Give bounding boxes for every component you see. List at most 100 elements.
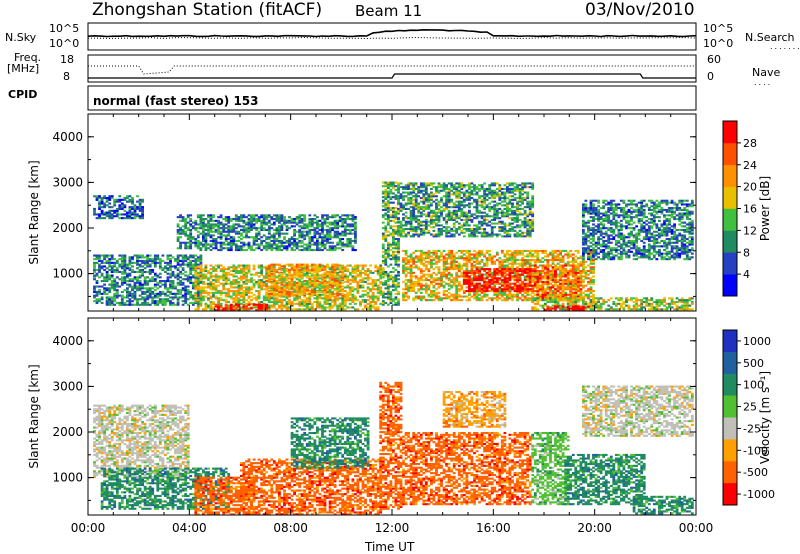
velocity-region-10 (582, 385, 694, 437)
power-region-1 (93, 195, 144, 220)
velocity-colorbar-swatch-1 (723, 351, 737, 375)
velocity-colorbar-tick-1: 500 (743, 357, 764, 370)
velocity-region-4 (290, 417, 370, 469)
velocity-colorbar-tick-7: -1000 (743, 488, 775, 501)
velocity-panel: 1000 2000 3000 4000 Slant Range [km] (27, 317, 697, 516)
x-tick-1: 04:00 (172, 521, 207, 535)
axes: 00:00 04:00 08:00 12:00 16:00 20:00 00:00 (71, 521, 714, 535)
power-region-3 (194, 264, 383, 311)
nave-dots: .... (754, 78, 773, 87)
velocity-region-5 (379, 381, 403, 510)
power-y-tick-1: 2000 (52, 221, 83, 235)
velocity-region-11 (632, 495, 694, 515)
power-region-13 (544, 305, 590, 312)
power-colorbar-tick-2: 12 (743, 224, 757, 237)
velocity-region-6 (402, 432, 532, 506)
velocity-colorbar-label: Velocity [m s⁻¹] (758, 371, 772, 464)
velocity-colorbar-swatch-4 (723, 417, 737, 440)
noise-tick-top: 10^5 (49, 22, 80, 35)
cpid-label: CPID (8, 88, 38, 101)
velocity-colorbar-swatch-0 (723, 330, 737, 353)
velocity-colorbar-swatch-5 (723, 439, 737, 462)
power-colorbar-swatch-2 (723, 230, 737, 253)
cpid-panel (87, 85, 697, 111)
nave-line (88, 65, 696, 75)
freq-tick-top: 18 (60, 53, 74, 66)
velocity-colorbar-tick-5: -100 (743, 444, 768, 457)
nsearch-dots: ......... (770, 42, 800, 51)
power-colorbar-swatch-7 (723, 121, 737, 144)
velocity-colorbar-swatch-2 (723, 373, 737, 396)
velocity-colorbar-tick-3: 25 (743, 401, 757, 414)
power-y-label: Slant Range [km] (27, 160, 41, 264)
noise-tick-bottom: 10^0 (49, 37, 80, 50)
power-colorbar-swatch-3 (723, 208, 737, 231)
power-colorbar-tick-3: 16 (743, 203, 757, 216)
date-label: 03/Nov/2010 (585, 0, 695, 20)
power-region-5 (265, 263, 345, 297)
freq-label: Freq. (14, 51, 42, 64)
velocity-region-3 (240, 458, 383, 516)
power-data (93, 181, 694, 312)
velocity-y-label: Slant Range [km] (27, 364, 41, 468)
velocity-region-0 (93, 404, 190, 478)
power-y-tick-2: 3000 (52, 175, 83, 189)
velocity-data (93, 381, 694, 516)
velocity-y-tick-0: 1000 (52, 471, 83, 485)
power-colorbar-tick-5: 24 (743, 159, 757, 172)
power-y-tick-3: 4000 (52, 130, 83, 144)
freq-tick-bottom: 8 (63, 70, 70, 83)
velocity-region-7 (442, 391, 507, 428)
velocity-colorbar-tick-2: 100 (743, 379, 764, 392)
noise-search-line (87, 36, 697, 40)
freq-line (88, 73, 696, 79)
x-tick-6: 00:00 (679, 521, 714, 535)
power-region-7 (397, 182, 535, 238)
noise-panel (87, 22, 697, 51)
power-colorbar-tick-0: 4 (743, 268, 750, 281)
nave-tick-top: 60 (707, 53, 721, 66)
x-tick-2: 08:00 (273, 521, 308, 535)
velocity-colorbar-swatch-6 (723, 461, 737, 484)
power-colorbar-swatch-1 (723, 252, 737, 275)
velocity-region-1 (100, 467, 231, 510)
velocity-colorbar-tick-6: -500 (743, 466, 768, 479)
nsky-label: N.Sky (5, 31, 37, 44)
station-title: Zhongshan Station (fitACF) (92, 0, 323, 20)
freq-panel (87, 54, 697, 83)
x-tick-0: 00:00 (71, 521, 106, 535)
mode-text: normal (fast stereo) 153 (93, 94, 259, 108)
power-colorbar-swatch-5 (723, 164, 737, 187)
x-tick-5: 20:00 (577, 521, 612, 535)
nave-label: Nave (752, 66, 781, 79)
velocity-colorbar-tick-0: 1000 (743, 335, 771, 348)
velocity-y-tick-2: 3000 (52, 379, 83, 393)
power-panel: 1000 2000 3000 4000 Slant Range [km] (27, 113, 697, 312)
power-colorbar-swatch-4 (723, 186, 737, 209)
power-colorbar-tick-6: 28 (743, 137, 757, 150)
power-colorbar-swatch-0 (723, 274, 737, 297)
power-y-tick-0: 1000 (52, 267, 83, 281)
power-colorbar-label: Power [dB] (758, 176, 772, 241)
velocity-colorbar-swatch-7 (723, 483, 737, 506)
x-tick-4: 16:00 (476, 521, 511, 535)
x-tick-3: 12:00 (375, 521, 410, 535)
noise-tick-top-right: 10^5 (703, 22, 734, 35)
velocity-colorbar-swatch-3 (723, 395, 737, 418)
freq-unit-label: [MHz] (7, 62, 40, 75)
beam-label: Beam 11 (355, 2, 423, 20)
power-region-2 (176, 214, 357, 252)
power-colorbar-tick-4: 20 (743, 181, 757, 194)
x-axis-label: Time UT (365, 540, 415, 554)
velocity-y-tick-3: 4000 (52, 334, 83, 348)
noise-tick-bottom-right: 10^0 (703, 37, 734, 50)
velocity-y-tick-1: 2000 (52, 425, 83, 439)
noise-sky-line (87, 28, 697, 38)
power-region-10 (531, 264, 583, 302)
nsearch-label: N.Search (745, 31, 795, 44)
velocity-region-9 (564, 453, 646, 506)
power-colorbar: 4 8 12 16 20 24 28 Power [dB] (722, 120, 772, 297)
nave-tick-bottom: 0 (707, 70, 714, 83)
power-region-4 (214, 303, 269, 312)
